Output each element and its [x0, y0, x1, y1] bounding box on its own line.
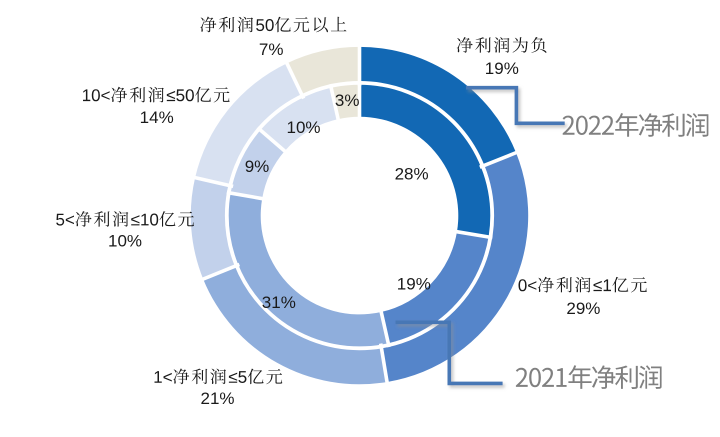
svg-text:9%: 9%	[245, 157, 270, 176]
svg-text:10%: 10%	[108, 232, 142, 251]
svg-text:29%: 29%	[566, 299, 600, 318]
svg-text:28%: 28%	[395, 165, 429, 184]
svg-text:19%: 19%	[485, 59, 519, 78]
svg-text:7%: 7%	[259, 40, 284, 59]
svg-text:10%: 10%	[286, 118, 320, 137]
svg-text:19%: 19%	[397, 275, 431, 294]
svg-text:31%: 31%	[262, 293, 296, 312]
svg-text:21%: 21%	[200, 389, 234, 408]
svg-text:14%: 14%	[140, 108, 174, 127]
svg-text:3%: 3%	[335, 91, 360, 110]
